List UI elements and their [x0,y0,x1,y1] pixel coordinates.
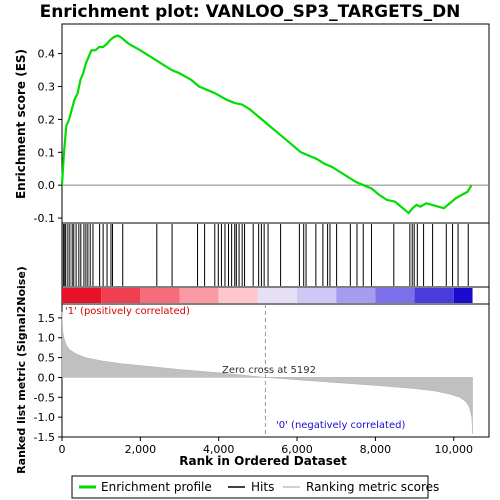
metric-y-tick-label: -1.5 [34,431,55,444]
rank-bar-segment [414,288,454,303]
rank-bar-segment [179,288,219,303]
es-plot [60,34,489,215]
rank-bar-segment [218,288,258,303]
es-y-tick-label: 0.4 [38,48,56,61]
metric-y-tick-label: 1.0 [38,332,56,345]
x-tick-label: 6,000 [281,443,313,456]
x-axis-label: Rank in Ordered Dataset [179,454,347,468]
chart-title: Enrichment plot: VANLOO_SP3_TARGETS_DN [40,2,461,22]
axes: -0.1 0.0 0.1 0.2 0.3 0.4 -1.5 -1.0 -0.5 0.0 0.5 1.0… [34,48,473,456]
metric-y-tick-label: 0.5 [38,352,56,365]
es-y-tick-label: 0.3 [38,80,56,93]
positive-correlation-label: '1' (positively correlated) [65,306,190,317]
rank-bar-segment [62,288,102,303]
legend: Enrichment profile Hits Ranking metric s… [71,475,439,499]
es-panel [61,23,490,224]
rank-bar-segment [140,288,180,303]
negative-correlation-label: '0' (negatively correlated) [276,420,405,431]
legend-label-hits: Hits [251,480,274,494]
x-tick-label: 4,000 [203,443,235,456]
x-tick-label: 10,000 [434,443,473,456]
x-tick-label: 2,000 [125,443,157,456]
x-tick-label: 8,000 [360,443,392,456]
rank-bar-segment [257,288,298,303]
metric-y-tick-label: -1.0 [34,411,55,424]
es-y-tick-label: -0.1 [34,212,55,225]
rank-bar-segment [375,288,415,303]
rank-bar-segment [453,288,473,303]
x-tick-label: 0 [59,443,66,456]
metric-y-tick-label: 0.0 [38,371,56,384]
metric-y-tick-label: -0.5 [34,391,55,404]
zero-cross-label: Zero cross at 5192 [222,365,316,376]
legend-label-enrichment: Enrichment profile [101,480,212,494]
es-y-tick-label: 0.1 [38,146,56,159]
rank-bar-segment [336,288,376,303]
rank-bar-segment [101,288,141,303]
metric-y-axis-label: Ranked list metric (Signal2Noise) [15,266,28,474]
metric-plot [61,304,473,437]
rank-color-bar [62,288,473,303]
es-y-axis-label: Enrichment score (ES) [14,49,28,199]
metric-y-tick-label: 1.5 [38,312,56,325]
hits-plot [62,224,469,286]
legend-box [71,475,429,499]
es-y-tick-label: 0.2 [38,113,56,126]
legend-label-ranking: Ranking metric scores [306,480,439,494]
enrichment-profile-line [60,34,473,215]
rank-bar-segment [297,288,337,303]
es-y-tick-label: 0.0 [38,179,56,192]
hits-panel [61,222,490,288]
